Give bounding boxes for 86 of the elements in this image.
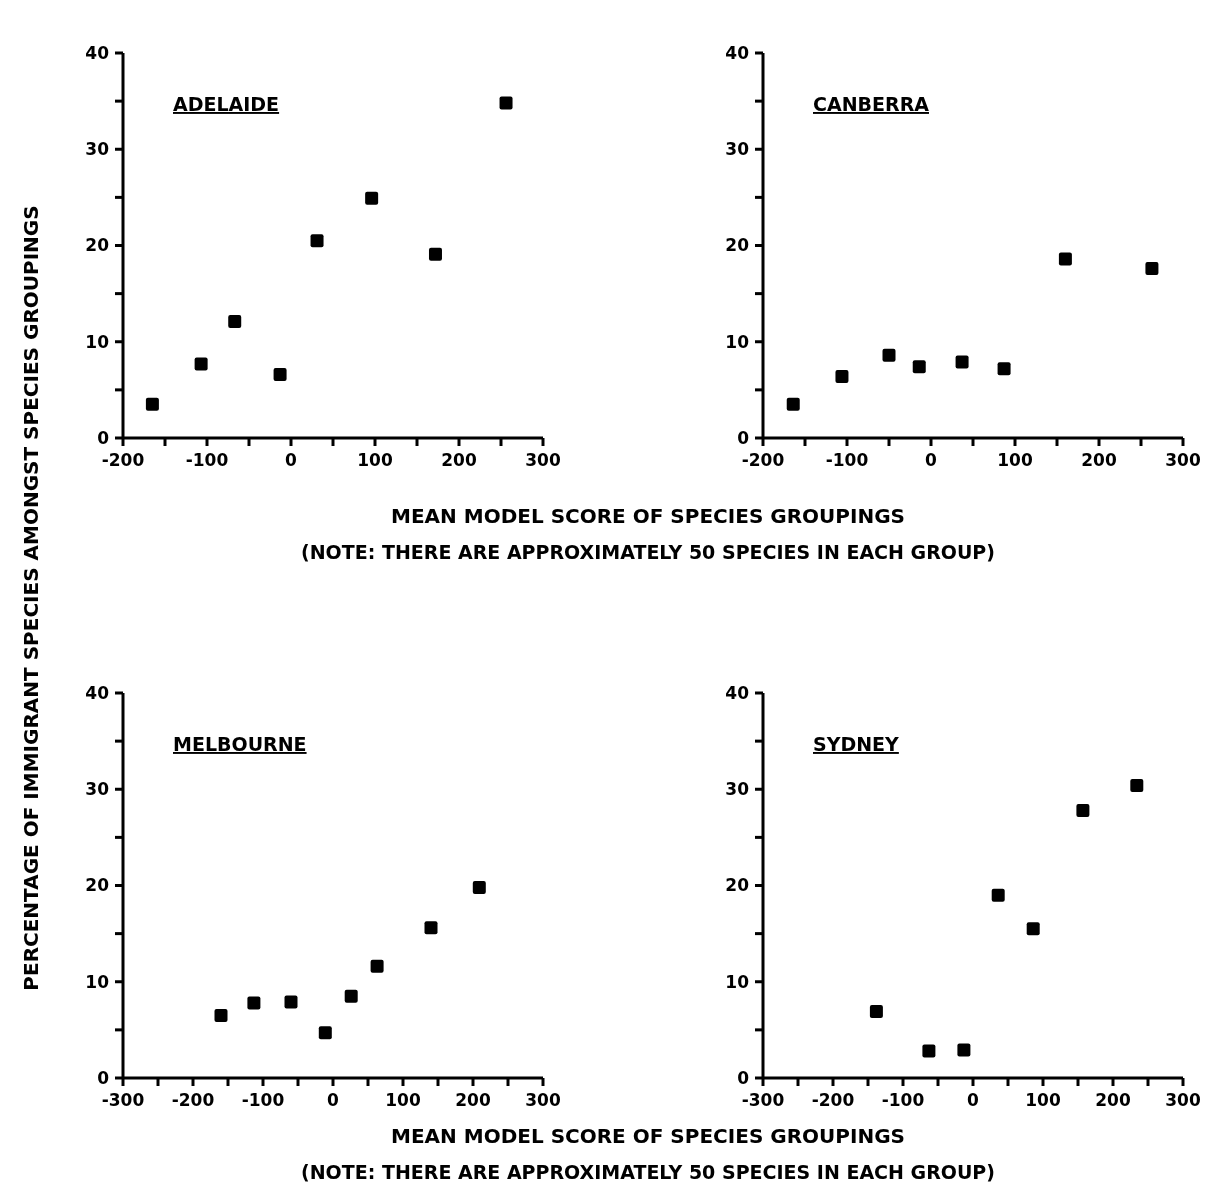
point xyxy=(957,1043,971,1057)
point xyxy=(428,247,442,261)
x-tick-label: 200 xyxy=(455,1090,491,1110)
x-tick-label: -200 xyxy=(171,1090,215,1110)
point xyxy=(912,360,926,374)
y-tick-label: 20 xyxy=(85,235,110,256)
y-tick-label: 0 xyxy=(97,427,110,448)
x-tick-label: -200 xyxy=(741,450,785,470)
point xyxy=(365,191,379,205)
y-tick-label: 30 xyxy=(725,779,750,800)
y-tick-label: 10 xyxy=(725,971,750,992)
point xyxy=(310,234,324,248)
y-tick-label: 0 xyxy=(97,1067,110,1088)
y-tick-label: 40 xyxy=(725,682,750,703)
point xyxy=(1130,778,1144,792)
point xyxy=(1026,922,1040,936)
y-axis-title: PERCENTAGE OF IMMIGRANT SPECIES AMONGST SPECIES GROUPINGS xyxy=(19,205,43,991)
y-tick-label: 10 xyxy=(725,331,750,352)
y-tick-label: 30 xyxy=(85,779,110,800)
x-tick-label: 0 xyxy=(327,1090,340,1110)
y-tick-label: 40 xyxy=(85,682,110,703)
x-tick-label: -300 xyxy=(741,1090,785,1110)
x-tick-label: 200 xyxy=(441,450,477,470)
x-tick-label: 300 xyxy=(525,450,561,470)
point xyxy=(424,921,438,935)
x-tick-label: 200 xyxy=(1095,1090,1131,1110)
point xyxy=(228,315,242,329)
y-tick-label: 30 xyxy=(725,139,750,160)
point xyxy=(499,96,513,110)
x-tick-label: 100 xyxy=(385,1090,421,1110)
point xyxy=(835,369,849,383)
point xyxy=(370,959,384,973)
point xyxy=(472,880,486,894)
text: CANBERRA xyxy=(813,93,930,115)
x-tick-label: 300 xyxy=(525,1090,561,1110)
y-tick-label: 20 xyxy=(725,875,750,896)
y-tick-label: 40 xyxy=(85,42,110,63)
point xyxy=(273,367,287,381)
y-tick-label: 20 xyxy=(85,875,110,896)
text: SYDNEY xyxy=(813,733,900,755)
point xyxy=(145,397,159,411)
point xyxy=(922,1044,936,1058)
point xyxy=(284,995,298,1009)
x-tick-label: 100 xyxy=(997,450,1033,470)
point xyxy=(997,362,1011,376)
x-tick-label: 100 xyxy=(1025,1090,1061,1110)
y-tick-label: 20 xyxy=(725,235,750,256)
x-tick-label: 0 xyxy=(285,450,298,470)
text: (NOTE: THERE ARE APPROXIMATELY 50 SPECIES IN EACH GROUP) xyxy=(301,1161,995,1183)
point xyxy=(955,355,969,369)
x-tick-label: -100 xyxy=(241,1090,285,1110)
point xyxy=(344,989,358,1003)
x-tick-label: 200 xyxy=(1081,450,1117,470)
x-tick-label: 300 xyxy=(1165,450,1201,470)
point xyxy=(1076,803,1090,817)
x-tick-label: 0 xyxy=(967,1090,980,1110)
y-tick-label: 30 xyxy=(85,139,110,160)
x-tick-label: -100 xyxy=(825,450,869,470)
point xyxy=(869,1005,883,1019)
text: ADELAIDE xyxy=(173,93,280,115)
x-tick-label: 300 xyxy=(1165,1090,1201,1110)
x-tick-label: -100 xyxy=(185,450,229,470)
point xyxy=(882,348,896,362)
point xyxy=(786,397,800,411)
point xyxy=(991,888,1005,902)
y-tick-label: 0 xyxy=(737,1067,750,1088)
y-tick-label: 10 xyxy=(85,331,110,352)
x-axis-title: MEAN MODEL SCORE OF SPECIES GROUPINGS xyxy=(391,1124,905,1148)
point xyxy=(214,1008,228,1022)
y-tick-label: 0 xyxy=(737,427,750,448)
x-axis-title: MEAN MODEL SCORE OF SPECIES GROUPINGS xyxy=(391,504,905,528)
x-tick-label: 0 xyxy=(925,450,938,470)
point xyxy=(1058,252,1072,266)
point xyxy=(247,996,261,1010)
y-tick-label: 10 xyxy=(85,971,110,992)
point xyxy=(1145,262,1159,276)
y-tick-label: 40 xyxy=(725,42,750,63)
point xyxy=(194,357,208,371)
x-tick-label: -300 xyxy=(101,1090,145,1110)
text: MELBOURNE xyxy=(173,733,307,755)
point xyxy=(318,1026,332,1040)
x-tick-label: -200 xyxy=(101,450,145,470)
text: (NOTE: THERE ARE APPROXIMATELY 50 SPECIES IN EACH GROUP) xyxy=(301,541,995,563)
x-tick-label: -200 xyxy=(811,1090,855,1110)
x-tick-label: -100 xyxy=(881,1090,925,1110)
x-tick-label: 100 xyxy=(357,450,393,470)
